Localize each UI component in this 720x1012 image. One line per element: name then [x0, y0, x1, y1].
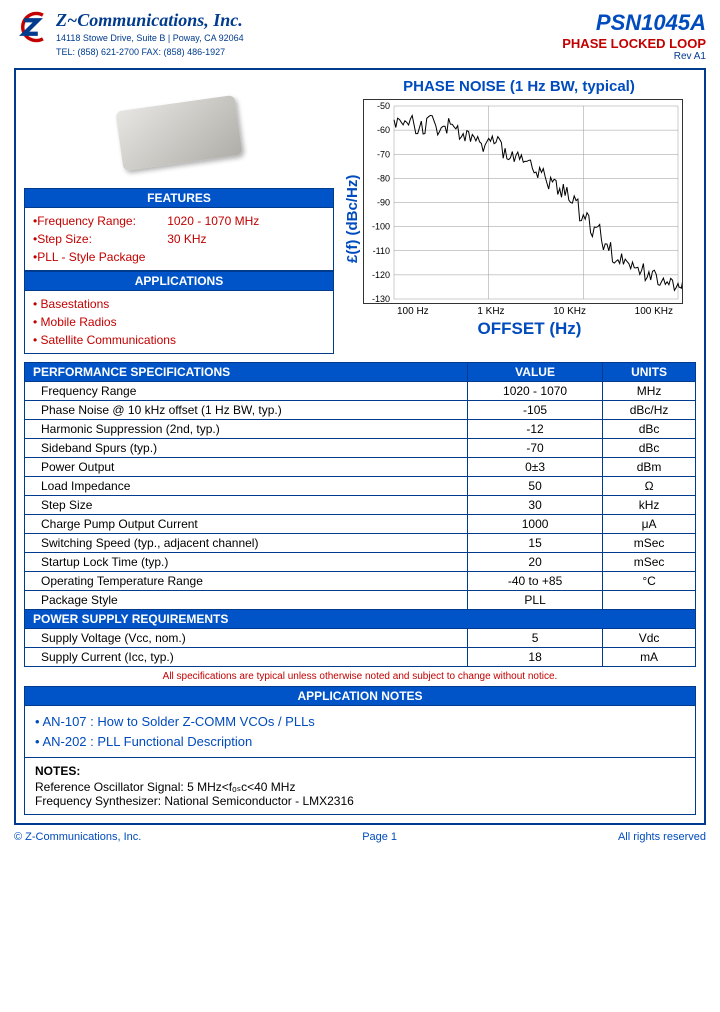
svg-text:-100: -100: [372, 222, 390, 232]
page: Z~Communications, Inc. 14118 Stowe Drive…: [0, 0, 720, 853]
appnotes-header: APPLICATION NOTES: [24, 686, 696, 706]
features-header: FEATURES: [24, 188, 334, 208]
chart-xlabel: OFFSET (Hz): [363, 319, 696, 339]
spec-row: Step Size30kHz: [25, 496, 696, 515]
svg-text:-50: -50: [377, 101, 390, 111]
chart-xtick: 10 KHz: [553, 306, 586, 317]
svg-text:-130: -130: [372, 294, 390, 304]
feature-item: Frequency Range:1020 - 1070 MHz: [33, 212, 325, 230]
company-name: Z~Communications, Inc.: [56, 10, 244, 31]
spec-header-value: VALUE: [468, 363, 603, 382]
disclaimer: All specifications are typical unless ot…: [24, 671, 696, 682]
company-block: Z~Communications, Inc. 14118 Stowe Drive…: [56, 10, 244, 58]
product-image: [24, 78, 334, 188]
header: Z~Communications, Inc. 14118 Stowe Drive…: [14, 10, 706, 62]
spec-row: Startup Lock Time (typ.)20mSec: [25, 553, 696, 572]
spec-row: Sideband Spurs (typ.)-70dBc: [25, 439, 696, 458]
company-addr2: TEL: (858) 621-2700 FAX: (858) 486-1927: [56, 47, 244, 59]
spec-row: Frequency Range1020 - 1070MHz: [25, 382, 696, 401]
chart-title: PHASE NOISE (1 Hz BW, typical): [342, 78, 696, 95]
spec-row: Package StylePLL: [25, 591, 696, 610]
svg-text:-70: -70: [377, 149, 390, 159]
notes-title: NOTES:: [35, 764, 685, 778]
svg-text:-60: -60: [377, 125, 390, 135]
notes: NOTES: Reference Oscillator Signal: 5 MH…: [24, 758, 696, 815]
footer: © Z-Communications, Inc. Page 1 All righ…: [14, 831, 706, 843]
svg-text:-90: -90: [377, 198, 390, 208]
chart-wrap: £(f) (dBc/Hz) -50 -60 -70 -80 -90 -100 -110 -12…: [342, 99, 696, 339]
chart-xtick: 1 KHz: [477, 306, 504, 317]
applications-header: APPLICATIONS: [24, 271, 334, 291]
top-row: FEATURES Frequency Range:1020 - 1070 MHz…: [24, 78, 696, 354]
spec-row: Operating Temperature Range-40 to +85°C: [25, 572, 696, 591]
part-subtitle: PHASE LOCKED LOOP: [562, 36, 706, 51]
power-header: POWER SUPPLY REQUIREMENTS: [25, 610, 696, 629]
chart-xtick: 100 KHz: [635, 306, 673, 317]
spec-row: Load Impedance50Ω: [25, 477, 696, 496]
spec-row: Switching Speed (typ., adjacent channel)…: [25, 534, 696, 553]
note-line: Frequency Synthesizer: National Semicond…: [35, 794, 685, 808]
chart-xtick: 100 Hz: [397, 306, 429, 317]
chart-ylabel: £(f) (dBc/Hz): [342, 99, 363, 339]
footer-left: © Z-Communications, Inc.: [14, 831, 141, 843]
spec-row: Power Output0±3dBm: [25, 458, 696, 477]
features-body: Frequency Range:1020 - 1070 MHzStep Size…: [24, 208, 334, 271]
feature-item: Step Size:30 KHz: [33, 230, 325, 248]
svg-text:-120: -120: [372, 270, 390, 280]
spec-header-units: UNITS: [603, 363, 696, 382]
main-box: FEATURES Frequency Range:1020 - 1070 MHz…: [14, 68, 706, 825]
appnote-item: AN-107 : How to Solder Z-COMM VCOs / PLL…: [35, 712, 685, 732]
spec-row: Phase Noise @ 10 kHz offset (1 Hz BW, ty…: [25, 401, 696, 420]
svg-text:-110: -110: [373, 246, 390, 256]
right-column: PHASE NOISE (1 Hz BW, typical) £(f) (dBc…: [342, 78, 696, 354]
header-left: Z~Communications, Inc. 14118 Stowe Drive…: [14, 10, 244, 58]
part-number: PSN1045A: [562, 10, 706, 36]
chart-area: -50 -60 -70 -80 -90 -100 -110 -120 -130 100 Hz 1 …: [363, 99, 696, 339]
application-item: Satellite Communications: [33, 331, 325, 349]
company-addr1: 14118 Stowe Drive, Suite B | Poway, CA 9…: [56, 33, 244, 45]
power-row: Supply Current (Icc, typ.)18mA: [25, 648, 696, 667]
spec-header-name: PERFORMANCE SPECIFICATIONS: [25, 363, 468, 382]
appnotes-body: AN-107 : How to Solder Z-COMM VCOs / PLL…: [24, 706, 696, 758]
header-right: PSN1045A PHASE LOCKED LOOP Rev A1: [562, 10, 706, 62]
spec-row: Charge Pump Output Current1000μA: [25, 515, 696, 534]
svg-text:-80: -80: [377, 173, 390, 183]
spec-row: Harmonic Suppression (2nd, typ.)-12dBc: [25, 420, 696, 439]
spec-table: PERFORMANCE SPECIFICATIONSVALUEUNITSFreq…: [24, 362, 696, 667]
notes-lines: Reference Oscillator Signal: 5 MHz<fₒₛc<…: [35, 780, 685, 808]
phase-noise-chart: -50 -60 -70 -80 -90 -100 -110 -120 -130: [363, 99, 683, 304]
note-line: Reference Oscillator Signal: 5 MHz<fₒₛc<…: [35, 780, 685, 794]
applications-body: BasestationsMobile RadiosSatellite Commu…: [24, 291, 334, 354]
feature-item: PLL - Style Package: [33, 248, 325, 266]
chart-xlabels: 100 Hz 1 KHz 10 KHz 100 KHz: [393, 304, 677, 317]
appnote-item: AN-202 : PLL Functional Description: [35, 732, 685, 752]
footer-center: Page 1: [362, 831, 397, 843]
left-column: FEATURES Frequency Range:1020 - 1070 MHz…: [24, 78, 334, 354]
footer-right: All rights reserved: [618, 831, 706, 843]
part-rev: Rev A1: [562, 51, 706, 62]
application-item: Mobile Radios: [33, 313, 325, 331]
application-item: Basestations: [33, 295, 325, 313]
power-row: Supply Voltage (Vcc, nom.)5Vdc: [25, 629, 696, 648]
logo-icon: [14, 10, 48, 44]
